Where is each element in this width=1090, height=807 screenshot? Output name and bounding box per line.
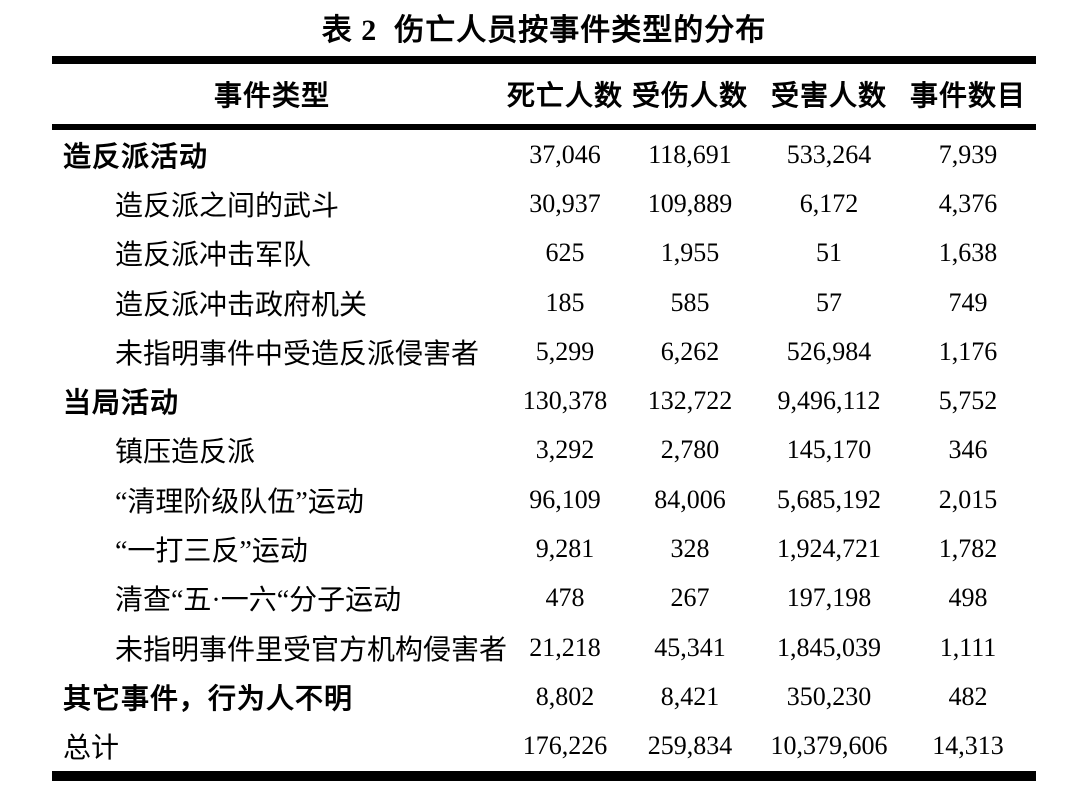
cell-value: 526,984 [786, 336, 872, 366]
column-header-deaths: 死亡人数 [506, 81, 623, 112]
cell-value: 10,379,606 [770, 731, 888, 761]
cell-value: 51 [816, 238, 842, 268]
cell-value: 259,834 [647, 731, 733, 761]
table-row: 造反派冲击军队 625 1,955 51 1,638 [52, 229, 1036, 278]
row-label: 未指明事件中受造反派侵害者 [115, 338, 480, 370]
cell-value: 3,292 [535, 435, 595, 465]
row-label: 总计 [63, 733, 120, 765]
cell-value: 8,421 [660, 681, 720, 711]
table-row: 清查“五·一六“分子运动 478 267 197,198 498 [52, 574, 1036, 623]
header-rule [52, 124, 1036, 130]
cell-value: 14,313 [932, 731, 1004, 761]
cell-value: 328 [670, 534, 710, 564]
cell-value: 9,281 [535, 534, 595, 564]
cell-value: 2,780 [660, 435, 720, 465]
bottom-rule [52, 770, 1036, 781]
cell-value: 5,752 [938, 386, 998, 416]
cell-value: 585 [670, 287, 710, 317]
cell-value: 7,939 [938, 139, 998, 169]
cell-value: 109,889 [647, 188, 733, 218]
cell-value: 30,937 [529, 188, 601, 218]
cell-value: 478 [545, 583, 585, 613]
cell-value: 84,006 [654, 484, 726, 514]
cell-value: 4,376 [938, 188, 998, 218]
cell-value: 346 [948, 435, 988, 465]
cell-value: 267 [670, 583, 710, 613]
cell-value: 45,341 [654, 632, 726, 662]
cell-value: 482 [948, 681, 988, 711]
row-label: 造反派冲击政府机关 [115, 289, 368, 321]
column-header-injured: 受伤人数 [632, 81, 749, 112]
cell-value: 1,845,039 [777, 632, 881, 662]
cell-value: 132,722 [647, 386, 733, 416]
row-label: 当局活动 [63, 388, 180, 420]
cell-value: 6,262 [660, 336, 720, 366]
top-rule [52, 56, 1036, 64]
table-row: “清理阶级队伍”运动 96,109 84,006 5,685,192 2,015 [52, 475, 1036, 524]
cell-value: 1,782 [938, 534, 998, 564]
row-label: 镇压造反派 [115, 437, 256, 469]
table-row: 总计 176,226 259,834 10,379,606 14,313 [52, 722, 1036, 771]
cell-value: 1,924,721 [777, 534, 881, 564]
cell-value: 498 [948, 583, 988, 613]
table-row: 其它事件，行为人不明 8,802 8,421 350,230 482 [52, 672, 1036, 721]
table-row: 造反派之间的武斗 30,937 109,889 6,172 4,376 [52, 179, 1036, 228]
cell-value: 197,198 [786, 583, 872, 613]
column-header-event-count: 事件数目 [910, 81, 1027, 112]
cell-value: 5,299 [535, 336, 595, 366]
column-header-event-type: 事件类型 [213, 81, 330, 112]
cell-value: 176,226 [522, 731, 608, 761]
cell-value: 145,170 [786, 435, 872, 465]
cell-value: 130,378 [522, 386, 608, 416]
cell-value: 21,218 [529, 632, 601, 662]
table-row: 镇压造反派 3,292 2,780 145,170 346 [52, 426, 1036, 475]
cell-value: 8,802 [535, 681, 595, 711]
cell-value: 9,496,112 [777, 386, 881, 416]
table-row: 未指明事件中受造反派侵害者 5,299 6,262 526,984 1,176 [52, 327, 1036, 376]
cell-value: 96,109 [529, 484, 601, 514]
cell-value: 5,685,192 [777, 484, 881, 514]
cell-value: 37,046 [529, 139, 601, 169]
row-label: 造反派活动 [63, 141, 209, 173]
cell-value: 6,172 [799, 188, 859, 218]
row-label: 其它事件，行为人不明 [63, 683, 354, 715]
cell-value: 1,176 [938, 336, 998, 366]
table-title: 表 2 伤亡人员按事件类型的分布 [321, 14, 767, 47]
cell-value: 1,955 [660, 238, 720, 268]
cell-value: 533,264 [786, 139, 872, 169]
row-label: 造反派之间的武斗 [115, 190, 340, 222]
row-label: 未指明事件里受官方机构侵害者 [115, 634, 508, 666]
table-row: 造反派冲击政府机关 185 585 57 749 [52, 278, 1036, 327]
cell-value: 57 [816, 287, 842, 317]
table-row: 未指明事件里受官方机构侵害者 21,218 45,341 1,845,039 1,111 [52, 623, 1036, 672]
row-label: 造反派冲击军队 [115, 240, 312, 272]
table-row: 当局活动 130,378 132,722 9,496,112 5,752 [52, 376, 1036, 425]
cell-value: 350,230 [786, 681, 872, 711]
table-body: 造反派活动 37,046 118,691 533,264 7,939 造反派之间的武斗 30… [52, 130, 1036, 771]
casualty-table: 表 2 伤亡人员按事件类型的分布 事件类型 死亡人数 受伤人数 受害人数 事件数… [52, 0, 1036, 781]
cell-value: 625 [545, 238, 585, 268]
table-row: 造反派活动 37,046 118,691 533,264 7,939 [52, 130, 1036, 179]
row-label: “一打三反”运动 [115, 536, 308, 568]
cell-value: 749 [948, 287, 988, 317]
cell-value: 118,691 [648, 139, 732, 169]
table-header-row: 事件类型 死亡人数 受伤人数 受害人数 事件数目 [52, 64, 1036, 124]
column-header-victims: 受害人数 [770, 81, 887, 112]
cell-value: 1,638 [938, 238, 998, 268]
row-label: 清查“五·一六“分子运动 [115, 585, 402, 617]
row-label: “清理阶级队伍”运动 [115, 486, 364, 518]
cell-value: 2,015 [938, 484, 998, 514]
cell-value: 185 [545, 287, 585, 317]
cell-value: 1,111 [939, 632, 997, 662]
table-row: “一打三反”运动 9,281 328 1,924,721 1,782 [52, 524, 1036, 573]
